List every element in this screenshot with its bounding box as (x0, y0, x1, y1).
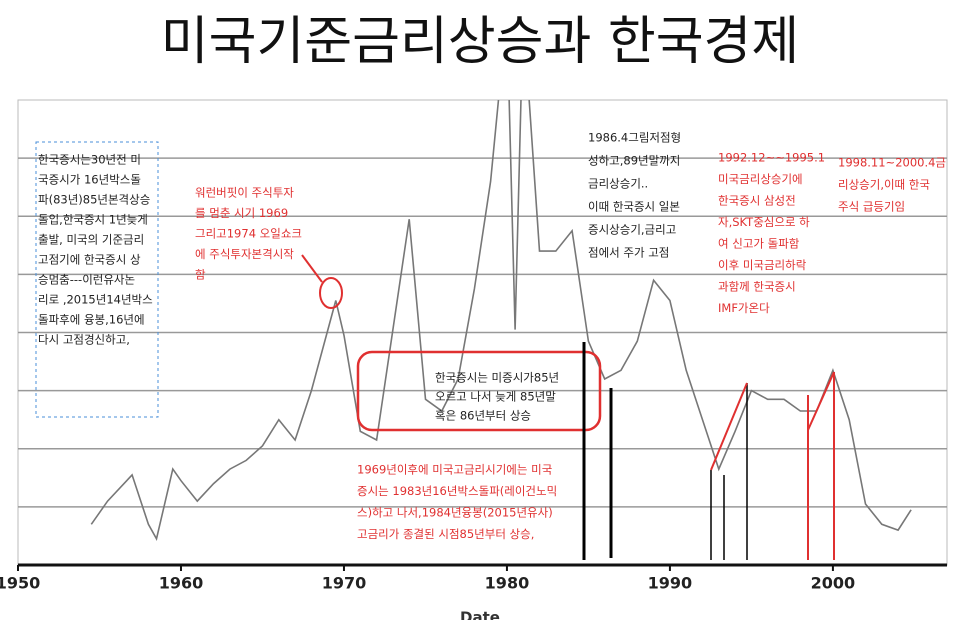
annotation: 1969년이후에 미국고금리시기에는 미국 (357, 463, 552, 477)
chart-title: 미국기준금리상승과 한국경제 (161, 12, 799, 72)
highlight-box (356, 350, 602, 432)
annotation: 증시는 1983년16년박스돌파(레이건노믹 (357, 484, 557, 498)
annotation: 함 (195, 268, 206, 282)
annotation: 오르고 나서 늦게 85년말 (435, 390, 556, 404)
x-tick-label: 1970 (322, 574, 367, 593)
annotation: 이때 한국증시 일본 (588, 200, 680, 214)
annotation: 리로 ,2015년14년박스 (38, 293, 153, 307)
trend-line (710, 382, 748, 471)
annotation: 과함께 한국증시 (718, 280, 796, 294)
annotation: 출발, 미국의 기준금리 (38, 233, 144, 247)
annotation: 돌파후에 융봉,16년에 (38, 313, 145, 327)
pointer (301, 254, 323, 283)
annotation: 증시상승기,금리고 (588, 223, 676, 237)
x-tick-label: 1990 (648, 574, 693, 593)
annotation: 1986.4그림저점형 (588, 131, 681, 145)
annotation: 파(83년)85년본격상승 (38, 193, 150, 207)
annotation: 성하고,89년말까지 (588, 154, 680, 168)
highlight-ellipse (319, 277, 343, 309)
annotation: 금리상승기.. (588, 177, 648, 191)
annotation: 1992.12~~1995.1 (718, 151, 825, 165)
annotation: 1998.11~2000.4금 (838, 156, 946, 170)
data-line (90, 100, 912, 541)
annotation: 미국금리상승기에 (718, 172, 803, 186)
annotation: 에 주식투자본격시작 (195, 247, 294, 261)
annotation: 점에서 주가 고점 (588, 246, 669, 260)
annotation: 승멈춤---이런유사논 (38, 273, 135, 287)
x-tick-label: 1960 (159, 574, 204, 593)
x-axis-label: Date (460, 609, 500, 620)
annotation: 여 신고가 돌파함 (718, 237, 800, 251)
annotation: 그리고1974 오일쇼크 (195, 227, 302, 241)
x-tick-label: 1950 (0, 574, 40, 593)
annotation: 리상승기,이때 한국 (838, 178, 930, 192)
annotation: 돌입,한국증시 1년늦게 (38, 213, 148, 227)
annotation: 자,SKT중심으로 하 (718, 215, 810, 229)
annotation: 한국증시는 미증시가85년 (435, 371, 559, 385)
annotation: 혹은 86년부터 상승 (435, 409, 531, 423)
trend-line (807, 371, 835, 431)
annotation: IMF가온다 (718, 301, 770, 315)
annotation: 한국증시 삼성전 (718, 194, 796, 208)
annotation: 한국증시는30년전 미 (38, 153, 141, 167)
annotation: 다시 고점경신하고, (38, 333, 130, 347)
x-tick-label: 2000 (811, 574, 856, 593)
annotation: 워런버핏이 주식투자 (195, 186, 294, 200)
annotation: 고금리가 종결된 시점85년부터 상승, (357, 527, 534, 541)
annotation: 를 멈춘 시기 1969 (195, 206, 288, 220)
selection-box (35, 141, 159, 418)
x-tick-label: 1980 (485, 574, 530, 593)
annotation: 주식 급등기임 (838, 200, 905, 214)
annotation: 국증시가 16년박스돌 (38, 173, 141, 187)
annotation: 고점기에 한국증시 상 (38, 253, 141, 267)
annotation: 이후 미국금리하락 (718, 258, 807, 272)
annotation: 스)하고 나서,1984년융봉(2015년유사) (357, 506, 553, 520)
